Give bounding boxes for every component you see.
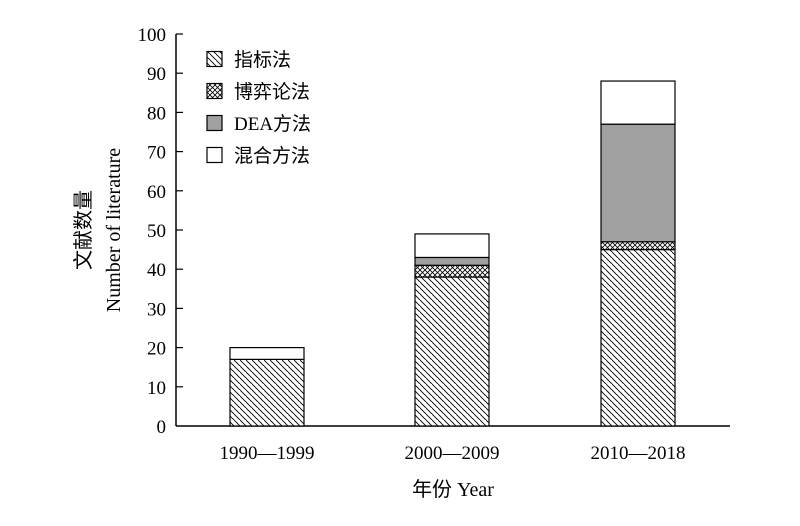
y-tick-label: 30	[147, 299, 166, 320]
x-tick-label: 2010—2018	[591, 443, 686, 464]
legend-swatch	[206, 82, 223, 100]
y-ticks: 0 10 20 30 40 50 60 70 80 90 100	[138, 25, 183, 438]
bar-segment	[600, 249, 676, 427]
y-tick-label: 40	[147, 260, 166, 281]
legend-swatch	[206, 146, 223, 164]
x-tick-label: 2000—2009	[405, 443, 500, 464]
legend-label: 混合方法	[234, 145, 310, 167]
x-tick-labels: 1990—1999 2000—2009 2010—2018	[220, 443, 686, 464]
legend-label: 指标法	[234, 49, 291, 71]
bars	[229, 80, 676, 427]
bar-segment	[414, 233, 490, 259]
y-tick-label: 20	[147, 339, 166, 360]
y-tick-label: 10	[147, 378, 166, 399]
y-tick-label: 70	[147, 143, 166, 164]
bar-segment	[600, 241, 676, 251]
y-tick-label: 100	[138, 25, 167, 46]
bar-segment	[414, 276, 490, 427]
legend-label: DEA方法	[234, 113, 311, 135]
bar-segment	[414, 264, 490, 278]
legend-swatch	[206, 50, 223, 68]
y-tick-label: 90	[147, 64, 166, 85]
y-axis-title-en: Number of literature	[103, 148, 125, 312]
y-axis-title-cn: 文献数量	[72, 190, 95, 270]
legend-swatch	[206, 114, 223, 132]
bar-segment	[414, 256, 490, 266]
y-tick-label: 80	[147, 103, 166, 124]
y-tick-label: 50	[147, 221, 166, 242]
x-axis-title: 年份 Year	[412, 478, 494, 501]
y-tick-label: 60	[147, 182, 166, 203]
bar-segment	[600, 80, 676, 125]
bar-segment	[229, 358, 305, 427]
bar-segment	[600, 123, 676, 243]
y-tick-label: 0	[157, 417, 167, 438]
legend-label: 博弈论法	[234, 81, 310, 103]
x-tick-label: 1990—1999	[220, 443, 315, 464]
bar-segment	[229, 347, 305, 360]
